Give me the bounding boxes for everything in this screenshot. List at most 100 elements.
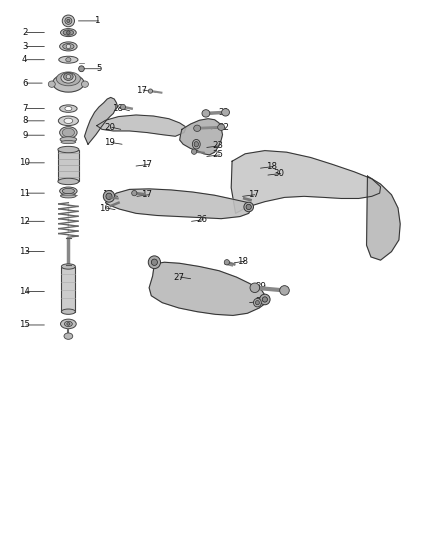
Ellipse shape <box>61 264 75 269</box>
Ellipse shape <box>60 29 76 37</box>
Ellipse shape <box>192 140 200 149</box>
Ellipse shape <box>60 127 77 139</box>
Ellipse shape <box>58 178 79 184</box>
Ellipse shape <box>53 74 84 92</box>
Ellipse shape <box>60 193 76 198</box>
Ellipse shape <box>151 259 157 265</box>
Ellipse shape <box>260 294 270 305</box>
Text: 4: 4 <box>22 55 28 64</box>
Text: 25: 25 <box>212 150 224 159</box>
Ellipse shape <box>65 107 72 111</box>
Ellipse shape <box>60 187 77 195</box>
Ellipse shape <box>61 72 76 83</box>
Ellipse shape <box>66 75 71 79</box>
Ellipse shape <box>59 56 78 63</box>
Text: 11: 11 <box>19 189 30 198</box>
Text: 9: 9 <box>22 131 28 140</box>
Text: 17: 17 <box>247 190 258 199</box>
Ellipse shape <box>262 297 268 302</box>
Ellipse shape <box>63 44 74 50</box>
Ellipse shape <box>63 30 74 35</box>
Text: 18: 18 <box>102 190 113 199</box>
Text: 5: 5 <box>96 64 102 73</box>
Ellipse shape <box>246 204 251 209</box>
Ellipse shape <box>61 141 76 144</box>
Text: 17: 17 <box>141 160 152 169</box>
Ellipse shape <box>67 322 70 325</box>
Text: 28: 28 <box>255 296 266 305</box>
Ellipse shape <box>148 89 152 93</box>
Ellipse shape <box>48 81 55 87</box>
Text: 15: 15 <box>19 320 30 329</box>
Text: 19: 19 <box>104 138 115 147</box>
Text: 10: 10 <box>19 158 30 167</box>
Ellipse shape <box>255 301 259 305</box>
Ellipse shape <box>65 18 72 25</box>
Text: 30: 30 <box>273 169 284 178</box>
Ellipse shape <box>132 190 137 196</box>
Ellipse shape <box>64 118 73 124</box>
Ellipse shape <box>66 44 71 49</box>
Polygon shape <box>97 115 186 136</box>
Ellipse shape <box>191 149 197 155</box>
Ellipse shape <box>58 116 78 126</box>
Text: 23: 23 <box>212 141 224 150</box>
Ellipse shape <box>224 260 230 265</box>
Ellipse shape <box>58 147 79 153</box>
Text: 12: 12 <box>19 217 30 226</box>
Text: 8: 8 <box>22 116 28 125</box>
Text: 22: 22 <box>218 123 229 132</box>
Ellipse shape <box>250 283 260 293</box>
Ellipse shape <box>194 125 201 132</box>
Text: 6: 6 <box>22 78 28 87</box>
Ellipse shape <box>62 128 74 137</box>
Text: 29: 29 <box>255 282 266 291</box>
Text: 3: 3 <box>22 42 28 51</box>
Ellipse shape <box>81 81 88 87</box>
Ellipse shape <box>64 333 73 340</box>
Ellipse shape <box>120 104 126 110</box>
Ellipse shape <box>67 19 70 22</box>
Ellipse shape <box>60 105 77 112</box>
Polygon shape <box>180 119 223 155</box>
Text: 13: 13 <box>19 247 30 256</box>
Ellipse shape <box>64 73 73 80</box>
Polygon shape <box>106 189 252 219</box>
Text: 18: 18 <box>112 103 123 112</box>
Ellipse shape <box>244 202 254 212</box>
Text: 21: 21 <box>218 108 229 117</box>
Ellipse shape <box>280 286 289 295</box>
Polygon shape <box>85 98 118 144</box>
Ellipse shape <box>254 298 261 307</box>
Ellipse shape <box>67 31 70 35</box>
Ellipse shape <box>202 110 210 117</box>
Bar <box>61 266 75 312</box>
Ellipse shape <box>103 190 115 202</box>
Text: 7: 7 <box>22 104 28 113</box>
Ellipse shape <box>79 66 84 71</box>
Ellipse shape <box>61 309 75 314</box>
Text: 1: 1 <box>94 17 99 26</box>
Ellipse shape <box>60 137 77 142</box>
Text: 2: 2 <box>22 28 28 37</box>
Text: 16: 16 <box>99 204 110 213</box>
Ellipse shape <box>66 58 71 62</box>
Polygon shape <box>149 262 266 316</box>
Ellipse shape <box>60 42 77 51</box>
Ellipse shape <box>106 193 112 199</box>
Text: 17: 17 <box>136 85 147 94</box>
Polygon shape <box>367 176 400 260</box>
Text: 17: 17 <box>141 190 152 199</box>
Ellipse shape <box>62 188 74 193</box>
Ellipse shape <box>218 124 225 131</box>
Text: 18: 18 <box>237 257 248 265</box>
Text: 14: 14 <box>19 287 30 296</box>
Text: 27: 27 <box>173 273 184 281</box>
Text: 18: 18 <box>266 162 277 171</box>
Text: 20: 20 <box>104 123 115 132</box>
Ellipse shape <box>64 321 72 327</box>
Bar <box>58 150 79 181</box>
Polygon shape <box>231 151 381 213</box>
Ellipse shape <box>222 109 230 116</box>
Ellipse shape <box>62 15 74 27</box>
